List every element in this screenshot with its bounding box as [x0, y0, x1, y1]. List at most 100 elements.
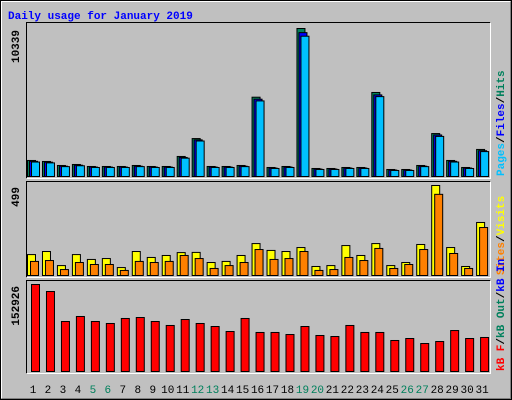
- bar: [180, 157, 190, 177]
- bar: [390, 339, 400, 373]
- x-tick-label: 17: [266, 385, 279, 397]
- bar: [315, 168, 325, 177]
- chart-title: Daily usage for January 2019: [8, 11, 193, 23]
- bar: [464, 267, 474, 277]
- bar: [89, 263, 99, 276]
- x-tick-label: 14: [221, 385, 235, 397]
- x-tick-label: 2: [45, 385, 52, 397]
- x-tick-label: 7: [120, 385, 127, 397]
- bar: [299, 251, 309, 276]
- bar: [210, 166, 220, 177]
- x-tick-label: 22: [341, 385, 354, 397]
- x-tick-label: 13: [206, 385, 219, 397]
- x-tick-label: 25: [386, 385, 399, 397]
- bar: [434, 193, 444, 276]
- bar: [30, 260, 39, 276]
- bar: [180, 319, 190, 372]
- bar: [209, 267, 219, 277]
- bar: [165, 166, 175, 177]
- bar: [134, 260, 144, 276]
- bar: [285, 334, 295, 372]
- x-tick-label: 18: [281, 385, 294, 397]
- bar: [195, 140, 205, 177]
- bar: [60, 320, 70, 373]
- x-tick-label: 26: [401, 385, 414, 397]
- bar: [195, 322, 205, 372]
- y-tick-label: 152926: [11, 286, 23, 326]
- legend-entry: Pages: [496, 143, 508, 176]
- x-tick-label: 10: [161, 385, 174, 397]
- legend-separator: /: [496, 235, 508, 242]
- bar: [149, 262, 159, 277]
- bar: [240, 166, 250, 177]
- bar: [270, 331, 280, 372]
- legend-separator: /: [496, 136, 508, 143]
- bar: [120, 317, 130, 372]
- bar: [270, 167, 280, 177]
- bar: [405, 338, 415, 373]
- legend-entry: kB F: [496, 345, 508, 371]
- panel-bevel: [26, 181, 491, 278]
- legend-entry: Sites: [496, 242, 508, 275]
- panel-bevel: [26, 181, 491, 278]
- bar: [375, 96, 385, 177]
- bar: [465, 338, 475, 373]
- bar: [480, 151, 490, 177]
- x-tick-label: 1: [30, 385, 37, 397]
- bar: [300, 35, 310, 178]
- x-tick-label: 9: [149, 385, 156, 397]
- bar: [150, 320, 160, 373]
- legend-entry: kB In: [496, 259, 508, 292]
- bar: [314, 269, 324, 276]
- x-tick-label: 31: [475, 385, 489, 397]
- bar: [435, 341, 445, 372]
- bar: [420, 343, 430, 372]
- x-tick-label: 27: [416, 385, 429, 397]
- bar: [450, 330, 460, 372]
- bar: [450, 161, 460, 178]
- bar: [75, 165, 85, 177]
- bar: [420, 166, 430, 177]
- bar: [330, 168, 340, 177]
- bar: [75, 315, 85, 373]
- bar: [179, 254, 189, 277]
- bar: [44, 260, 54, 276]
- bar: [374, 247, 384, 276]
- bar: [240, 317, 250, 372]
- x-tick-label: 29: [446, 385, 459, 397]
- bar: [479, 227, 489, 276]
- bar: [465, 167, 475, 177]
- bar: [150, 166, 160, 177]
- bar: [135, 317, 145, 372]
- bar: [165, 324, 175, 372]
- bar: [74, 262, 84, 277]
- panel-bevel: [26, 22, 491, 179]
- bar: [255, 100, 265, 177]
- x-tick-label: 5: [90, 385, 97, 397]
- bar: [239, 262, 249, 277]
- legend-separator: /: [496, 291, 508, 298]
- bar: [59, 269, 69, 276]
- x-tick-label: 24: [371, 385, 385, 397]
- bar: [31, 161, 40, 178]
- x-tick-label: 20: [311, 385, 324, 397]
- x-tick-label: 4: [75, 385, 82, 397]
- x-tick-label: 21: [326, 385, 340, 397]
- bar: [300, 325, 310, 373]
- panel-bevel: [26, 280, 491, 374]
- bar: [480, 336, 490, 372]
- bar: [31, 284, 40, 372]
- legend-separator: /: [496, 338, 508, 345]
- panel-bevel: [26, 22, 491, 179]
- y-tick-label: 499: [11, 187, 23, 207]
- x-tick-label: 8: [134, 385, 141, 397]
- bar: [435, 135, 445, 177]
- bar: [284, 258, 294, 276]
- bar: [135, 166, 145, 177]
- bar: [285, 166, 295, 177]
- x-tick-label: 19: [296, 385, 309, 397]
- bar: [225, 331, 235, 372]
